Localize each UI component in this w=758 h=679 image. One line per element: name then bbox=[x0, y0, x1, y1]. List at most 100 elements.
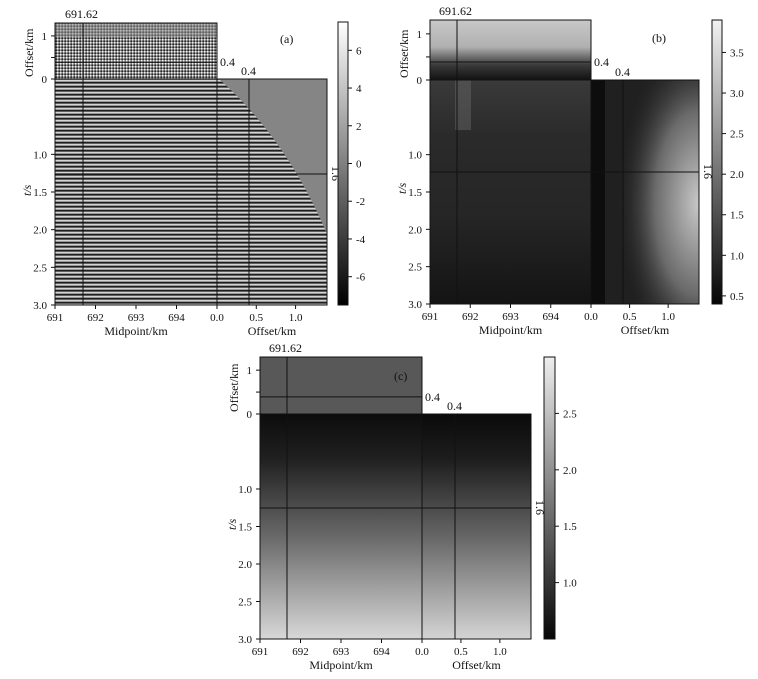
p1-colorbar-tick-label: 1.0 bbox=[730, 250, 744, 262]
p0-colorbar-tick-label: -4 bbox=[356, 234, 366, 246]
panel-b-offset-dark-band bbox=[591, 80, 605, 304]
p2-offset-tick-label: 1.0 bbox=[493, 646, 507, 658]
p1-time-zero-label: 0 bbox=[417, 75, 423, 87]
p1-midpoint-axis-label: Midpoint/km bbox=[479, 323, 543, 337]
p0-time-tick-label: 2.0 bbox=[33, 225, 47, 237]
p2-midpoint-tick-label: 691 bbox=[252, 646, 269, 658]
p1-frame-2 bbox=[590, 79, 700, 305]
p1-marker-offset-label: 0.4 bbox=[615, 65, 630, 79]
panel-a-top-shade bbox=[55, 23, 217, 37]
p1-midpoint-tick-label: 693 bbox=[502, 311, 519, 323]
p0-time-tick-label: 2.5 bbox=[33, 262, 47, 274]
p1-colorbar-tick-label: 0.5 bbox=[730, 291, 744, 303]
p1-midpoint-tick-label: 691 bbox=[422, 311, 439, 323]
p2-offset-tick-label: 0.0 bbox=[415, 646, 429, 658]
p2-time-tick-label: 1.0 bbox=[238, 484, 252, 496]
p1-colorbar-tick-label: 2.0 bbox=[730, 169, 744, 181]
p1-offset-axis-label: Offset/km bbox=[621, 323, 670, 337]
p1-marker-midpoint-label: 691.62 bbox=[439, 4, 472, 18]
p1-time-tick-label: 1.0 bbox=[408, 150, 422, 162]
p0-midpoint-tick-label: 693 bbox=[128, 312, 145, 324]
p0-colorbar-tick-label: 0 bbox=[356, 159, 362, 171]
p2-midpoint-axis-label: Midpoint/km bbox=[309, 658, 373, 672]
panel-a-mute-zone bbox=[219, 79, 327, 234]
panel-b-offset-highlight bbox=[591, 80, 699, 304]
panel-b-top-image bbox=[430, 20, 591, 80]
p1-colorbar-tick-label: 2.5 bbox=[730, 129, 744, 141]
p0-time-tick-label: 3.0 bbox=[33, 300, 47, 312]
panel-b-midpoint-image bbox=[430, 80, 591, 304]
p2-time-tick-label: 3.0 bbox=[238, 634, 252, 646]
p0-time-tick-label: 1.5 bbox=[33, 187, 47, 199]
p1-colorbar-tick-label: 3.0 bbox=[730, 88, 744, 100]
p1-offset-tick-label: 0.0 bbox=[584, 311, 598, 323]
p0-marker-offset-label: 0.4 bbox=[241, 64, 256, 78]
p2-marker-top-offset-label: 0.4 bbox=[425, 390, 440, 404]
p0-colorbar-tick-label: 4 bbox=[356, 83, 362, 95]
p0-midpoint-tick-label: 691 bbox=[47, 312, 64, 324]
p1-offset-tick-label: 1.0 bbox=[661, 311, 675, 323]
p0-time-tick-label: 1.0 bbox=[33, 149, 47, 161]
panel-c-offset-image bbox=[422, 414, 531, 639]
p0-offset-tick-label: 0.0 bbox=[210, 312, 224, 324]
p1-colorbar-tick-label: 3.5 bbox=[730, 47, 744, 59]
p1-time-tick-label: 2.0 bbox=[408, 224, 422, 236]
panel-a-midpoint-image bbox=[55, 79, 217, 305]
p0-midpoint-tick-label: 694 bbox=[168, 312, 185, 324]
p0-top-offset-axis-label: Offset/km bbox=[22, 28, 36, 77]
p2-time-zero-label: 0 bbox=[247, 409, 253, 421]
p2-offset-tick-label: 0.5 bbox=[454, 646, 468, 658]
p1-time-tick-label: 3.0 bbox=[408, 299, 422, 311]
p2-top-offset-tick-label: 1 bbox=[247, 365, 253, 377]
p1-top-offset-tick-label: 1 bbox=[417, 29, 423, 41]
p0-frame-2 bbox=[216, 78, 328, 306]
p2-midpoint-tick-label: 693 bbox=[333, 646, 350, 658]
p2-offset-axis-label: Offset/km bbox=[452, 658, 501, 672]
p0-midpoint-axis-label: Midpoint/km bbox=[104, 324, 168, 338]
p2-midpoint-tick-label: 692 bbox=[292, 646, 309, 658]
p0-offset-axis-label: Offset/km bbox=[248, 324, 297, 338]
p1-time-tick-label: 2.5 bbox=[408, 262, 422, 274]
p0-marker-midpoint-label: 691.62 bbox=[65, 7, 98, 21]
p2-time-tick-label: 2.5 bbox=[238, 597, 252, 609]
p0-offset-tick-label: 1.0 bbox=[289, 312, 303, 324]
p1-marker-top-offset-label: 0.4 bbox=[594, 55, 609, 69]
p0-time-zero-label: 0 bbox=[42, 74, 48, 86]
p2-frame-2 bbox=[421, 413, 532, 640]
p0-colorbar-tick-label: -2 bbox=[356, 196, 365, 208]
p0-offset-tick-label: 0.5 bbox=[249, 312, 263, 324]
p2-colorbar-tick-label: 2.5 bbox=[563, 408, 577, 420]
p0-panel-label: (a) bbox=[280, 32, 293, 46]
p0-top-offset-tick-label: 1 bbox=[42, 31, 48, 43]
p2-time-axis-label: t/s bbox=[225, 518, 239, 530]
p0-colorbar-tick-label: 6 bbox=[356, 45, 362, 57]
p2-top-offset-axis-label: Offset/km bbox=[227, 363, 241, 412]
p0-colorbar-tick-label: 2 bbox=[356, 121, 362, 133]
p1-top-offset-axis-label: Offset/km bbox=[397, 29, 411, 78]
p2-marker-offset-label: 0.4 bbox=[447, 399, 462, 413]
p2-time-tick-label: 2.0 bbox=[238, 559, 252, 571]
p1-colorbar-tick-label: 1.5 bbox=[730, 210, 744, 222]
p1-midpoint-tick-label: 692 bbox=[462, 311, 479, 323]
p2-midpoint-tick-label: 694 bbox=[373, 646, 390, 658]
panel-c-top-image bbox=[260, 357, 422, 414]
p0-colorbar bbox=[337, 21, 349, 306]
p0-time-axis-label: t/s bbox=[20, 184, 34, 196]
p2-colorbar-tick-label: 2.0 bbox=[563, 465, 577, 477]
p2-time-tick-label: 1.5 bbox=[238, 522, 252, 534]
p1-offset-tick-label: 0.5 bbox=[623, 311, 637, 323]
p1-midpoint-tick-label: 694 bbox=[543, 311, 560, 323]
p1-panel-label: (b) bbox=[652, 31, 666, 45]
p1-time-axis-label: t/s bbox=[395, 182, 409, 194]
p0-colorbar-tick-label: -6 bbox=[356, 272, 366, 284]
panel-c-midpoint-image bbox=[260, 414, 422, 639]
p2-colorbar-tick-label: 1.0 bbox=[563, 578, 577, 590]
p1-colorbar bbox=[711, 19, 723, 305]
p2-colorbar-tick-label: 1.5 bbox=[563, 521, 577, 533]
p0-marker-top-offset-label: 0.4 bbox=[220, 55, 235, 69]
p2-colorbar bbox=[543, 356, 556, 640]
panel-b-bright-streak bbox=[455, 80, 471, 130]
p0-midpoint-tick-label: 692 bbox=[87, 312, 104, 324]
p1-time-tick-label: 1.5 bbox=[408, 187, 422, 199]
